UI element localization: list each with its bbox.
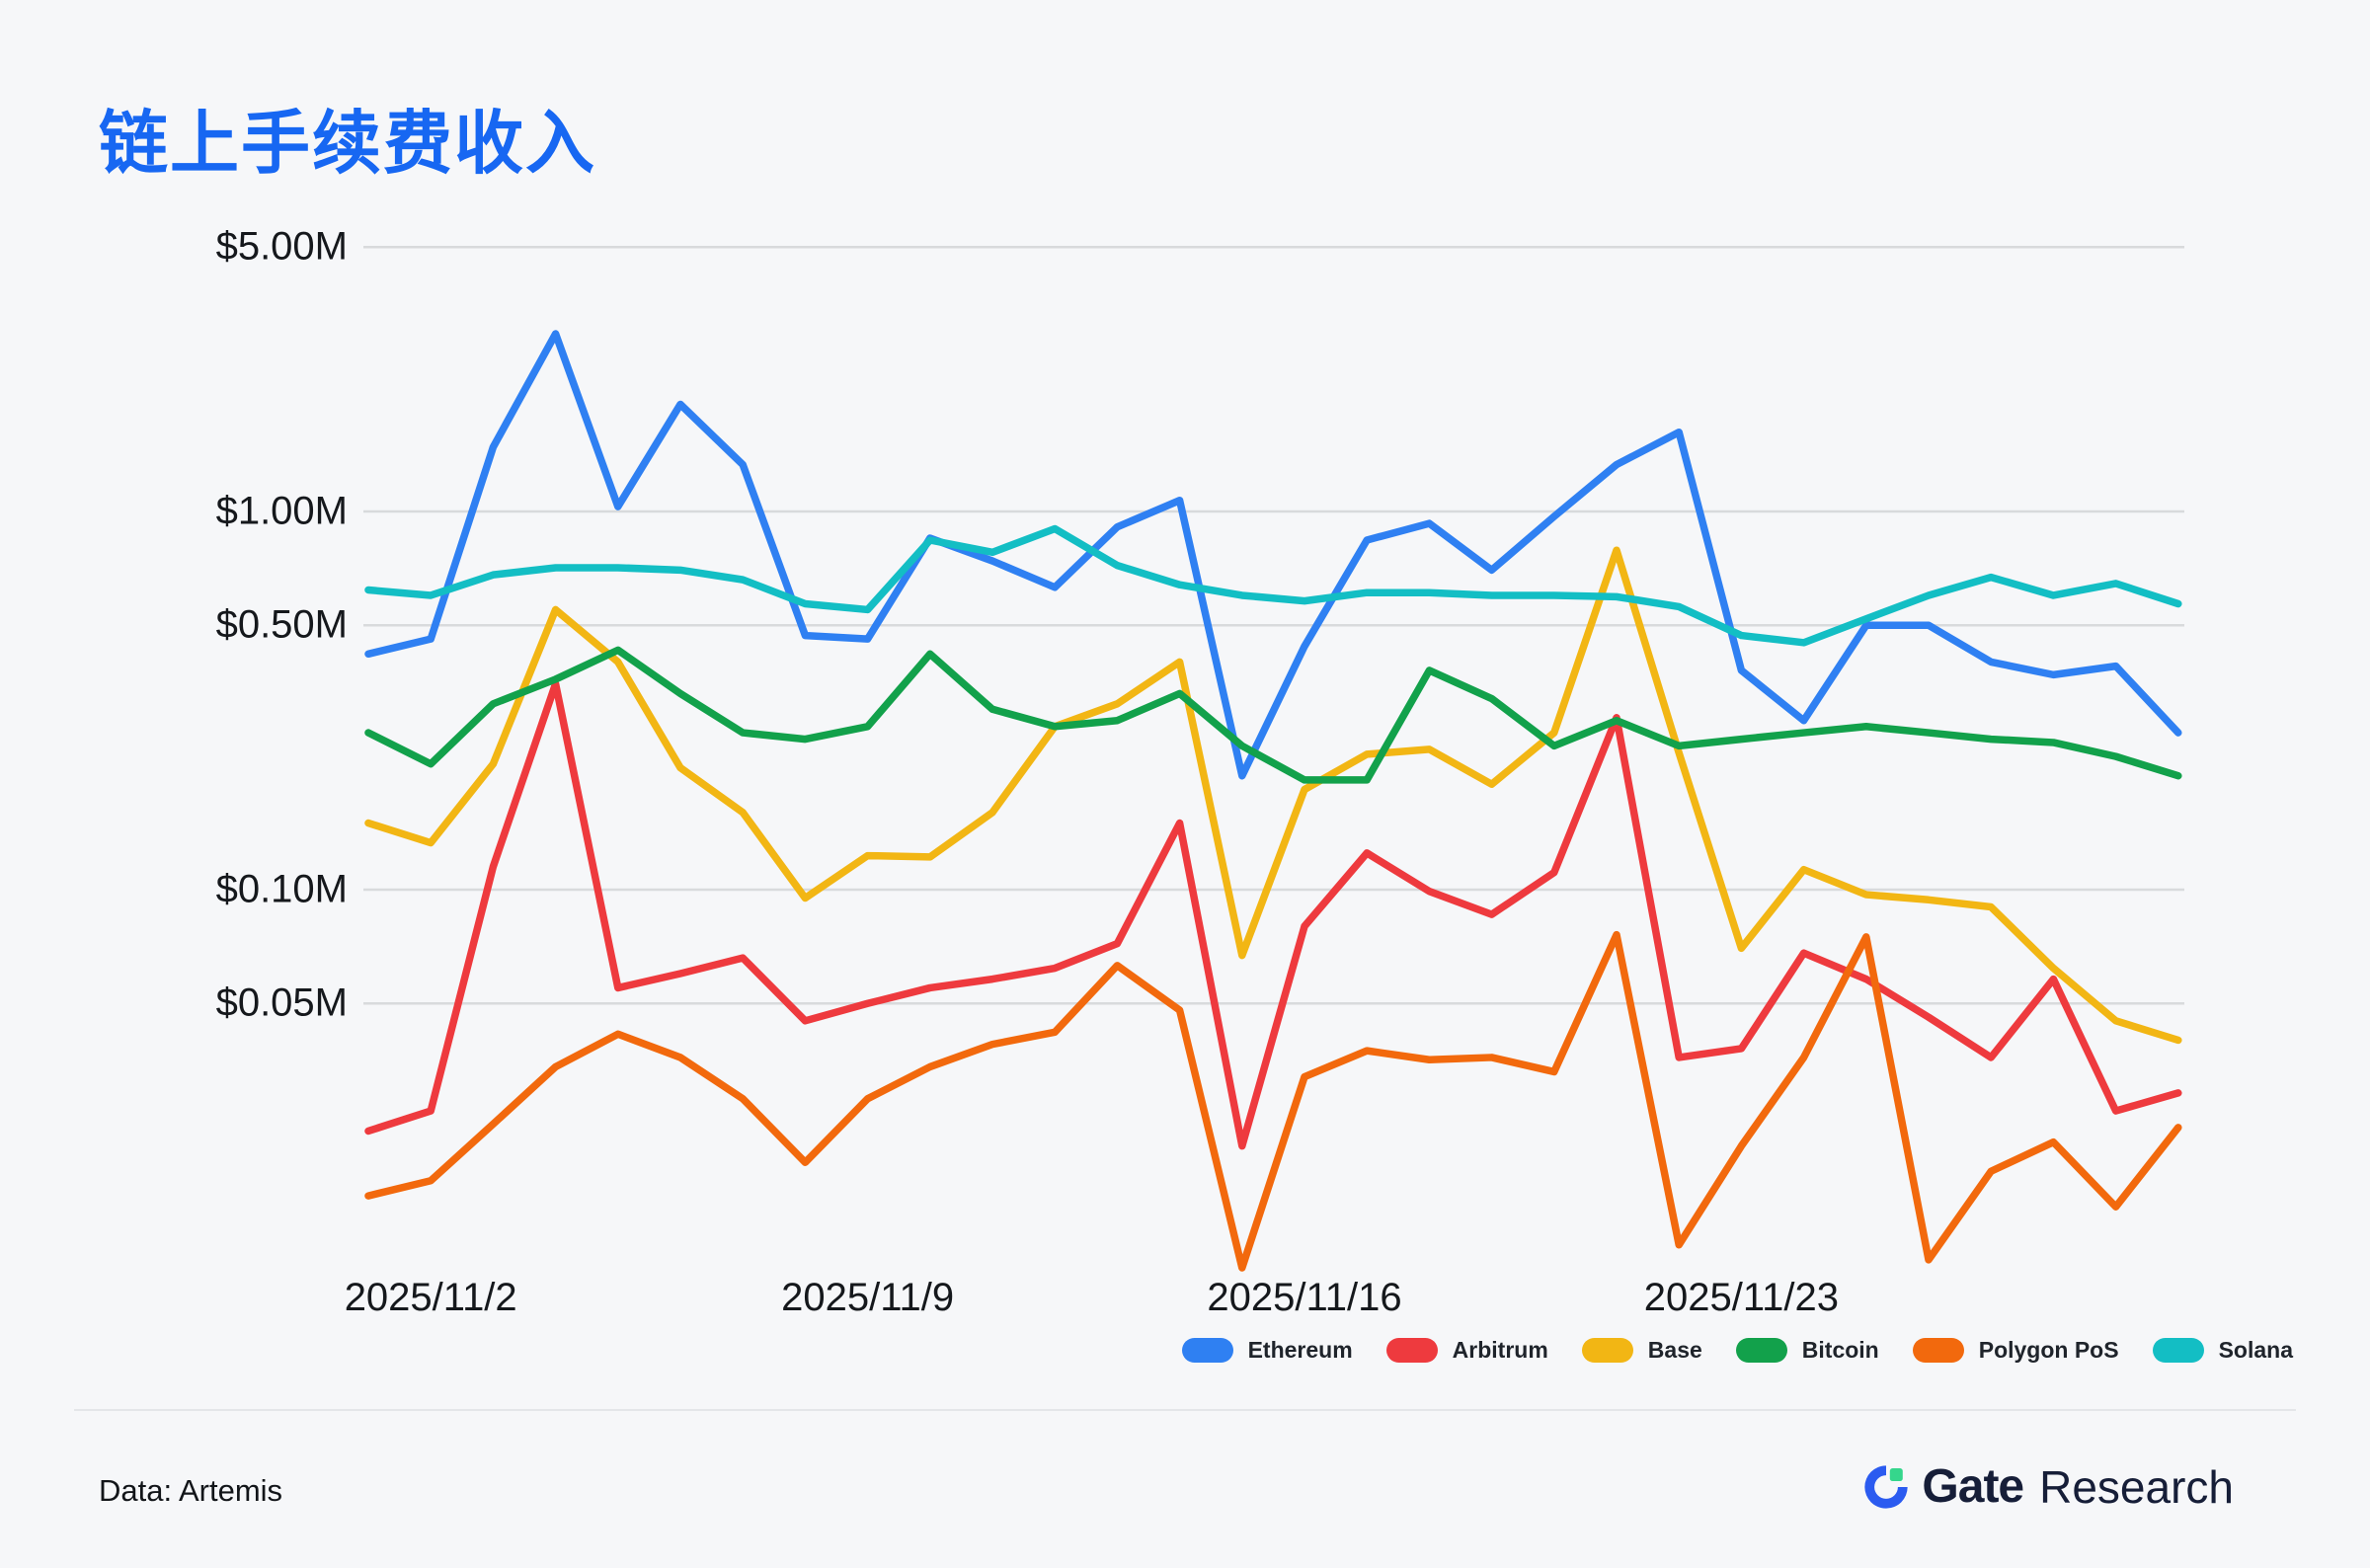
x-tick-label: 2025/11/9 (781, 1276, 955, 1319)
y-tick-label: $0.10M (215, 867, 348, 911)
legend-label: Base (1647, 1337, 1702, 1363)
y-tick-label: $0.05M (215, 980, 348, 1025)
legend-label: Ethereum (1247, 1337, 1353, 1363)
legend-item-bitcoin[interactable]: Bitcoin (1735, 1337, 1879, 1364)
series-line-ethereum (364, 330, 2182, 780)
y-tick-label: $1.00M (215, 489, 348, 533)
brand-gate-text: Gate (1922, 1460, 2024, 1513)
x-tick-label: 2025/11/23 (1643, 1276, 1839, 1319)
data-source-label: Data: Artemis (99, 1473, 283, 1508)
series-line-arbitrum (364, 679, 2182, 1150)
legend-label: Solana (2218, 1337, 2293, 1363)
legend-item-base[interactable]: Base (1581, 1337, 1702, 1364)
series-line-base (364, 546, 2182, 1045)
legend-swatch (1735, 1338, 1787, 1363)
legend-swatch (2152, 1338, 2204, 1363)
footer-divider (74, 1409, 2296, 1411)
series-line-polygon-pos (364, 930, 2182, 1272)
legend-item-solana[interactable]: Solana (2152, 1337, 2293, 1364)
legend-item-arbitrum[interactable]: Arbitrum (1385, 1337, 1548, 1364)
legend-label: Arbitrum (1452, 1337, 1548, 1363)
brand-research-text: Research (2039, 1460, 2234, 1513)
legend-swatch (1912, 1338, 1964, 1363)
series-line-solana (364, 524, 2182, 647)
gate-logo-icon (1864, 1464, 1909, 1509)
legend-swatch (1181, 1338, 1233, 1363)
legend-item-ethereum[interactable]: Ethereum (1181, 1337, 1353, 1364)
y-tick-label: $5.00M (215, 224, 348, 269)
y-tick-label: $0.50M (215, 602, 348, 647)
legend-swatch (1581, 1338, 1633, 1363)
legend-label: Polygon PoS (1978, 1337, 2119, 1363)
chart-legend: Ethereum Arbitrum Base Bitcoin Polygon P… (1181, 1337, 2293, 1364)
x-tick-label: 2025/11/2 (344, 1276, 517, 1319)
legend-item-polygon-pos[interactable]: Polygon PoS (1912, 1337, 2119, 1364)
legend-label: Bitcoin (1801, 1337, 1879, 1363)
gate-research-logo: Gate Research (1860, 1459, 2234, 1514)
page-title: 链上手续费收入 (99, 104, 596, 182)
x-tick-label: 2025/11/16 (1207, 1276, 1402, 1319)
series-line-bitcoin (364, 646, 2182, 784)
legend-swatch (1385, 1338, 1438, 1363)
